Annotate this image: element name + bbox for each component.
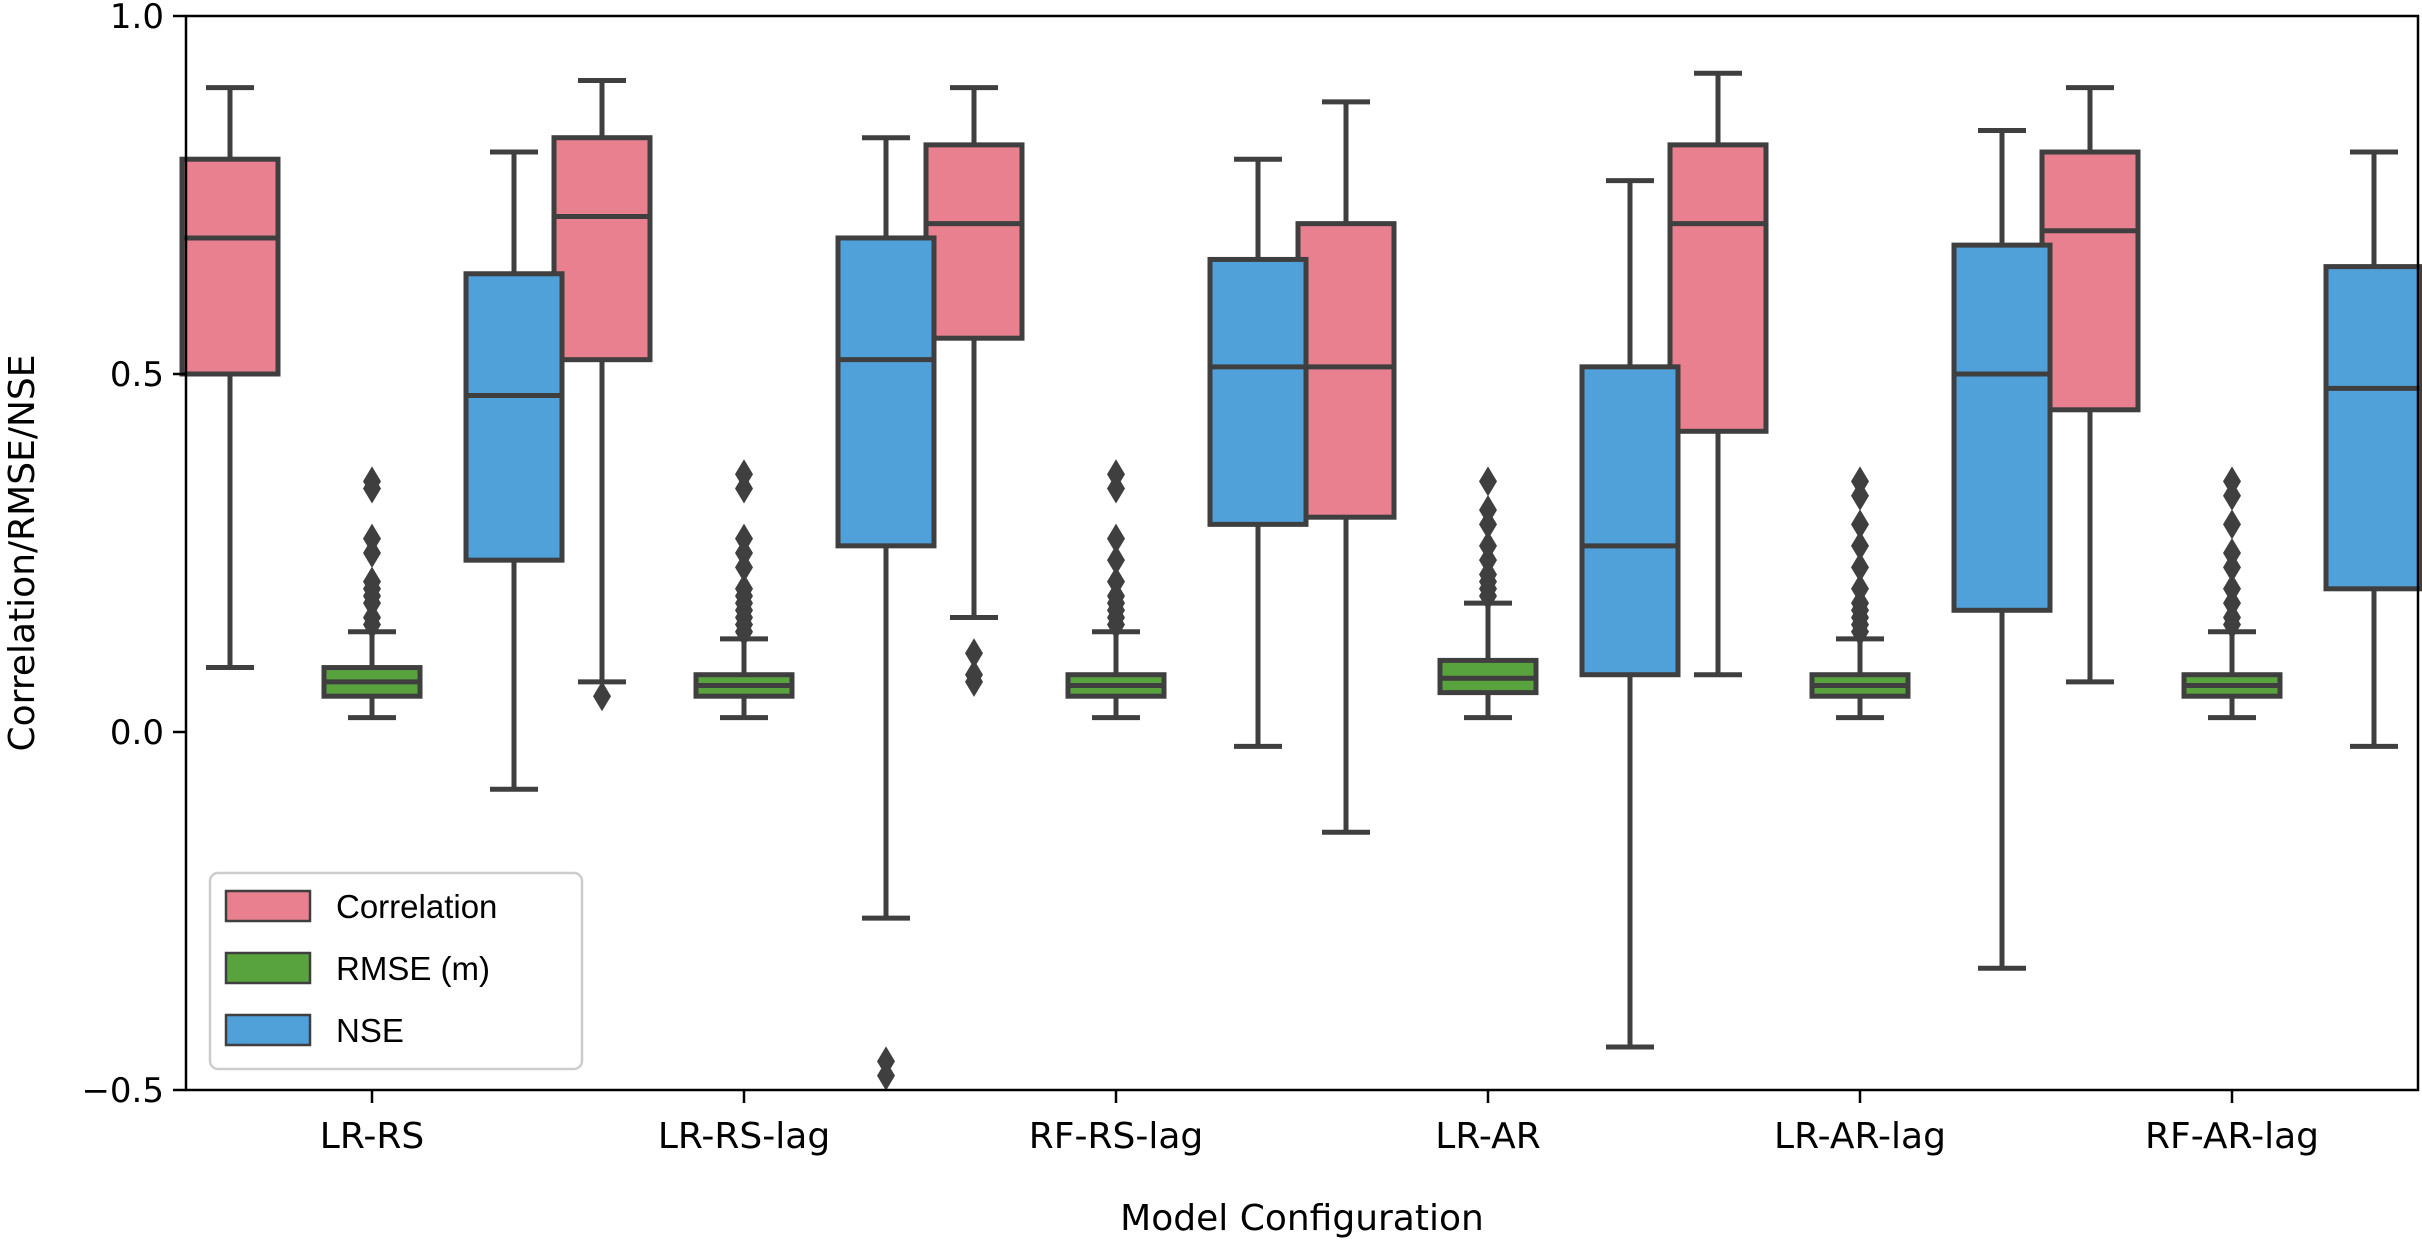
legend-swatch	[224, 951, 312, 985]
outlier-point	[363, 566, 381, 597]
outlier-point	[1851, 466, 1869, 497]
y-axis-label: Correlation/RMSE/NSE	[2, 355, 43, 752]
outlier-point	[2223, 466, 2241, 497]
box-rf-ar-lag-correlation	[2039, 85, 2141, 685]
box-body	[835, 235, 937, 549]
box-body	[463, 271, 565, 563]
y-tick-label: 0.0	[110, 713, 164, 753]
box-lr-ar-nse	[1579, 178, 1681, 1050]
box-lr-rs-lag-rmse-m	[693, 459, 795, 721]
outlier-point	[363, 523, 381, 554]
outlier-point	[1107, 459, 1125, 490]
box-body	[179, 156, 281, 377]
x-tick-label: LR-RS-lag	[658, 1116, 830, 1157]
box-body	[1207, 256, 1309, 527]
legend-swatch	[224, 889, 312, 923]
outlier-point	[965, 659, 983, 690]
x-tick-label: RF-RS-lag	[1029, 1116, 1203, 1157]
outlier-point	[1107, 566, 1125, 597]
box-lr-rs-lag-correlation	[551, 77, 653, 712]
box-lr-rs-lag-nse	[835, 135, 937, 1091]
box-lr-rs-rmse-m	[321, 466, 423, 721]
box-body	[1579, 364, 1681, 678]
box-lr-ar-lag-correlation	[1667, 70, 1769, 678]
box-rf-ar-lag-rmse-m	[2181, 466, 2283, 721]
y-tick-label: 1.0	[110, 0, 164, 37]
x-tick-label: LR-AR	[1435, 1116, 1540, 1157]
y-tick-label: 0.5	[110, 355, 164, 395]
box-lr-rs-nse	[463, 149, 565, 792]
outlier-point	[735, 523, 753, 554]
x-tick-label: LR-RS	[320, 1116, 424, 1157]
plot-frame	[184, 14, 2420, 1092]
outlier-point	[1851, 509, 1869, 540]
x-tick-label: RF-AR-lag	[2145, 1116, 2319, 1157]
outlier-point	[735, 573, 753, 604]
box-lr-ar-rmse-m	[1437, 466, 1539, 721]
box-lr-rs-correlation	[179, 85, 281, 671]
legend-label: NSE	[336, 1012, 404, 1049]
axes: −0.5 0.0 0.5 1.0 LR-RS LR-RS-lag RF-RS-lag LR-A…	[81, 0, 2319, 1157]
outlier-point	[1851, 530, 1869, 561]
box-body	[2039, 149, 2141, 413]
box-rf-rs-lag-rmse-m	[1065, 459, 1167, 721]
legend-label: RMSE (m)	[336, 950, 490, 987]
box-lr-ar-lag-nse	[1951, 128, 2053, 971]
legend-label: Correlation	[336, 888, 497, 925]
box-body	[1667, 142, 1769, 434]
y-tick-label: −0.5	[81, 1071, 164, 1111]
outlier-point	[1479, 495, 1497, 526]
outlier-point	[1107, 523, 1125, 554]
legend-swatch	[224, 1013, 312, 1047]
outlier-point	[2223, 509, 2241, 540]
x-axis-label: Model Configuration	[1120, 1198, 1484, 1239]
outlier-point	[965, 638, 983, 669]
box-body	[2323, 264, 2422, 592]
box-lr-ar-lag-rmse-m	[1809, 466, 1911, 721]
box-body	[1295, 221, 1397, 520]
box-body	[923, 142, 1025, 341]
box-rf-rs-lag-correlation	[923, 85, 1025, 697]
outlier-point	[1107, 545, 1125, 576]
x-tick-label: LR-AR-lag	[1774, 1116, 1946, 1157]
outlier-point	[363, 466, 381, 497]
box-rf-rs-lag-nse	[1207, 156, 1309, 749]
box-body	[551, 135, 653, 363]
outlier-point	[1851, 552, 1869, 583]
legend: Correlation RMSE (m) NSE	[208, 871, 584, 1071]
outlier-point	[2223, 573, 2241, 604]
outlier-point	[877, 1060, 895, 1091]
outlier-point	[1479, 530, 1497, 561]
outlier-point	[1479, 466, 1497, 497]
plot-area	[179, 70, 2422, 1091]
outlier-point	[2223, 538, 2241, 568]
outlier-point	[593, 681, 611, 712]
outlier-point	[735, 459, 753, 490]
outlier-point	[1851, 573, 1869, 604]
box-body	[1951, 242, 2053, 613]
box-lr-ar-correlation	[1295, 99, 1397, 835]
box-rf-ar-lag-nse	[2323, 149, 2422, 749]
